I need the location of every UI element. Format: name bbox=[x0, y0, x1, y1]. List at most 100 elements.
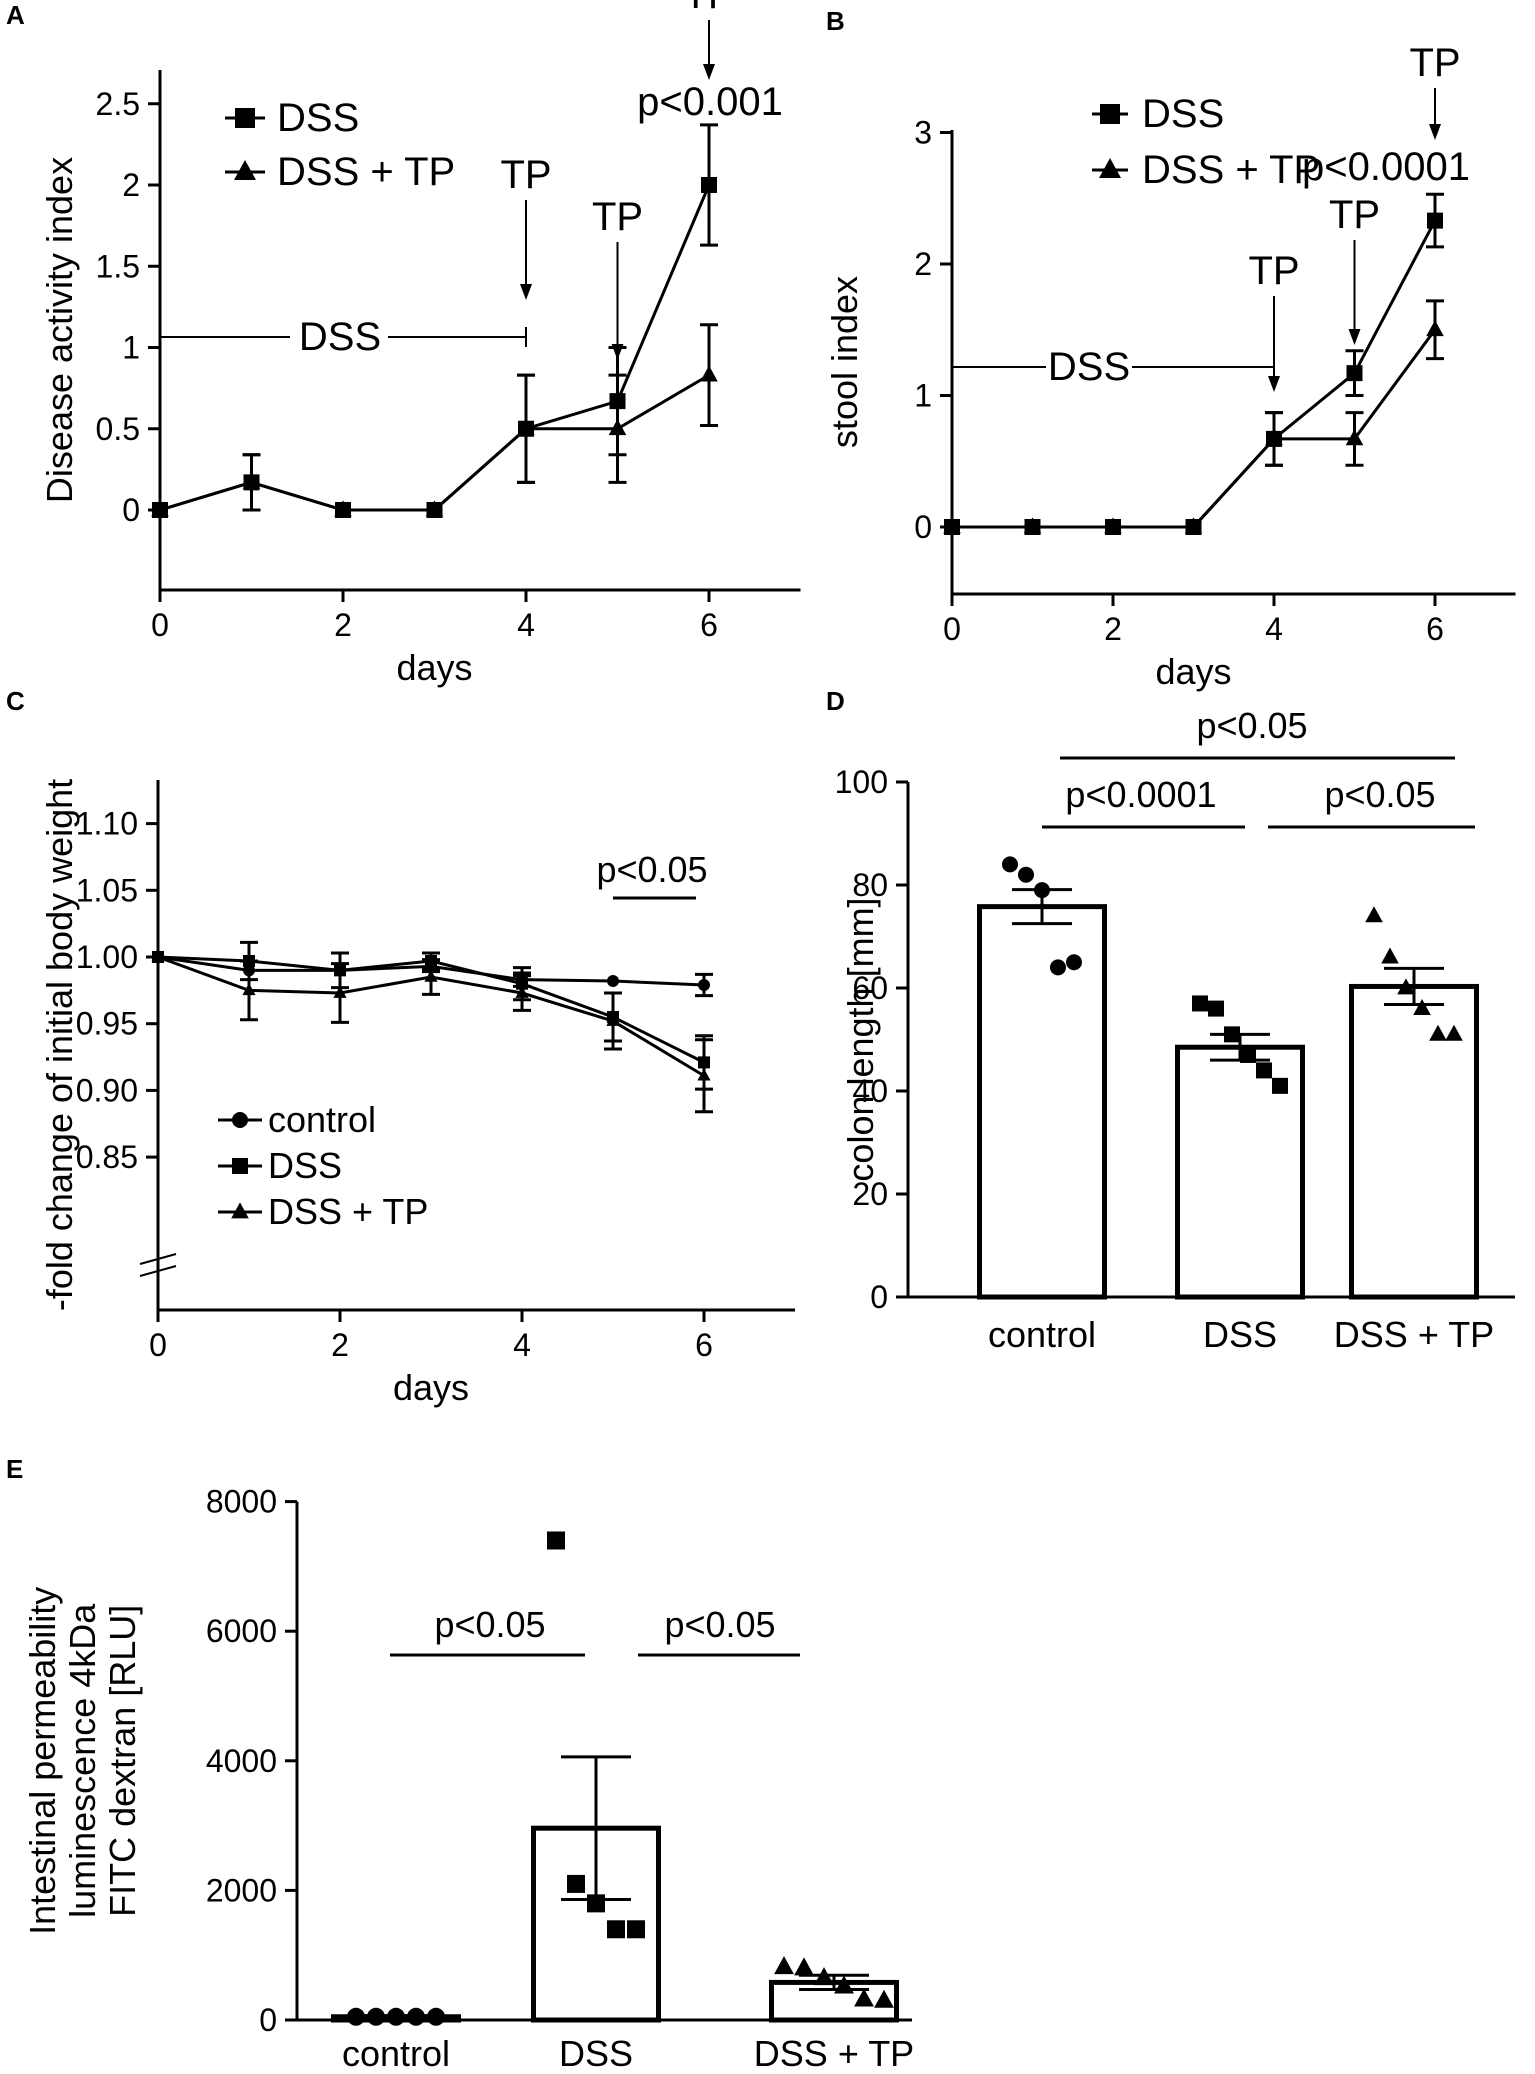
x-tick-label: 0 bbox=[151, 607, 169, 643]
panel-d-chart: 0 20 40 60 80 100 colon length [mm] control DSS D… bbox=[835, 705, 1515, 1355]
x-tick-label: 2 bbox=[334, 607, 352, 643]
x-tick-label: 0 bbox=[943, 611, 961, 647]
tp-arrow bbox=[1429, 88, 1441, 140]
legend-marker-triangle bbox=[234, 160, 256, 180]
x-tick-label: 6 bbox=[1426, 611, 1444, 647]
data-point-triangle bbox=[1023, 517, 1042, 534]
data-point-triangle bbox=[1381, 947, 1399, 964]
y-tick-label: 60 bbox=[852, 970, 888, 1006]
x-category-label: DSS bbox=[1203, 1314, 1277, 1355]
tp-label: TP bbox=[1248, 249, 1299, 293]
data-point-circle bbox=[698, 979, 710, 992]
data-point-triangle bbox=[1445, 1024, 1463, 1041]
legend-label: DSS + TP bbox=[268, 1191, 428, 1232]
y-tick-label: 1 bbox=[914, 378, 932, 414]
tp-label: TP bbox=[1329, 193, 1380, 237]
x-category-label: DSS bbox=[559, 2033, 633, 2074]
p-value-label: p<0.001 bbox=[637, 80, 783, 124]
x-category-label: control bbox=[342, 2033, 450, 2074]
data-point-circle bbox=[367, 2007, 385, 2026]
tp-arrow bbox=[703, 20, 715, 80]
data-point-square bbox=[701, 177, 717, 193]
y-tick-label: 3 bbox=[914, 115, 932, 151]
y-axis-label: -fold change of initial body weight bbox=[39, 779, 80, 1311]
legend-label: control bbox=[268, 1099, 376, 1140]
data-point-circle bbox=[1018, 866, 1034, 883]
legend-marker-square bbox=[1100, 104, 1120, 124]
data-point-circle bbox=[1034, 882, 1050, 899]
y-tick-label: 1.05 bbox=[76, 872, 138, 908]
series-line-dss-tp bbox=[159, 373, 710, 512]
data-point-square bbox=[1427, 212, 1443, 229]
data-point-triangle bbox=[151, 949, 165, 962]
data-point-triangle bbox=[151, 500, 169, 517]
legend-label: DSS bbox=[268, 1145, 342, 1186]
y-tick-label: 1.00 bbox=[76, 939, 138, 975]
legend-label: DSS + TP bbox=[277, 150, 455, 194]
y-tick-label: 0 bbox=[122, 492, 140, 528]
tp-arrow-head bbox=[611, 344, 624, 360]
comparison-p-value: p<0.05 bbox=[664, 1604, 775, 1645]
y-axis-label: stool index bbox=[824, 276, 865, 448]
series-line-dss bbox=[952, 219, 1437, 529]
y-tick-label: 0 bbox=[914, 509, 932, 545]
comparison-p-value: p<0.05 bbox=[434, 1604, 545, 1645]
x-category-label: DSS + TP bbox=[1334, 1314, 1494, 1355]
data-point-triangle bbox=[854, 1988, 874, 2007]
panel-label-b: B bbox=[826, 6, 845, 36]
data-point-triangle bbox=[424, 969, 438, 982]
data-point-triangle bbox=[608, 419, 627, 436]
y-tick-label: 40 bbox=[852, 1073, 888, 1109]
x-category-label: control bbox=[988, 1314, 1096, 1355]
y-tick-label: 0.90 bbox=[76, 1072, 138, 1108]
data-point-triangle bbox=[606, 1013, 620, 1026]
data-point-triangle bbox=[700, 365, 718, 382]
x-tick-label: 4 bbox=[517, 607, 535, 643]
dss-period-label: DSS bbox=[299, 315, 381, 359]
data-point-square bbox=[1272, 1077, 1288, 1094]
x-tick-label: 6 bbox=[695, 1327, 713, 1363]
tp-label: TP bbox=[592, 195, 643, 239]
data-point-triangle bbox=[1413, 999, 1431, 1015]
y-tick-label: 20 bbox=[852, 1176, 888, 1212]
legend-marker-triangle bbox=[231, 1202, 249, 1219]
panel-e-chart: 0 2000 4000 6000 8000 Intestinal permeability… bbox=[22, 1484, 914, 2074]
x-tick-label: 0 bbox=[149, 1327, 167, 1363]
y-tick-label: 0.5 bbox=[96, 411, 140, 447]
x-tick-label: 4 bbox=[513, 1327, 531, 1363]
x-axis-label: days bbox=[1155, 651, 1231, 692]
y-tick-label: 0 bbox=[870, 1279, 888, 1315]
y-tick-label: 1.5 bbox=[96, 248, 140, 284]
tp-arrow-head bbox=[1429, 124, 1441, 140]
legend-marker-square bbox=[232, 1158, 248, 1174]
bar-control bbox=[977, 904, 1107, 1300]
data-point-triangle bbox=[814, 1967, 834, 1986]
data-point-circle bbox=[1066, 954, 1082, 971]
comparison-p-value: p<0.0001 bbox=[1065, 774, 1216, 815]
panel-label-d: D bbox=[826, 686, 845, 716]
data-point-square bbox=[1256, 1062, 1272, 1079]
data-point-triangle bbox=[517, 419, 535, 436]
y-tick-label: 2 bbox=[122, 167, 140, 203]
data-point-square bbox=[607, 1920, 625, 1939]
data-point-triangle bbox=[1426, 320, 1444, 337]
y-tick-label: 6000 bbox=[206, 1613, 277, 1649]
data-point-triangle bbox=[943, 517, 961, 534]
tp-arrow-head bbox=[703, 64, 715, 80]
data-point-circle bbox=[407, 2007, 425, 2026]
x-axis-label: days bbox=[393, 1367, 469, 1408]
data-point-triangle bbox=[333, 985, 347, 998]
y-tick-label: 0.85 bbox=[76, 1139, 138, 1175]
legend-marker-circle bbox=[232, 1112, 248, 1128]
x-tick-label: 2 bbox=[1104, 611, 1122, 647]
data-point-triangle bbox=[1184, 517, 1203, 534]
data-point-triangle bbox=[1397, 978, 1415, 995]
y-tick-label: 0.95 bbox=[76, 1006, 138, 1042]
data-point-triangle bbox=[874, 1989, 894, 2008]
tp-arrow bbox=[1348, 240, 1361, 345]
data-point-triangle bbox=[1365, 906, 1383, 923]
y-tick-label: 1 bbox=[122, 330, 140, 366]
data-point-triangle bbox=[774, 1956, 794, 1975]
p-value-label: p<0.0001 bbox=[1302, 145, 1470, 189]
y-axis-label: luminescence 4kDa bbox=[62, 1603, 103, 1918]
